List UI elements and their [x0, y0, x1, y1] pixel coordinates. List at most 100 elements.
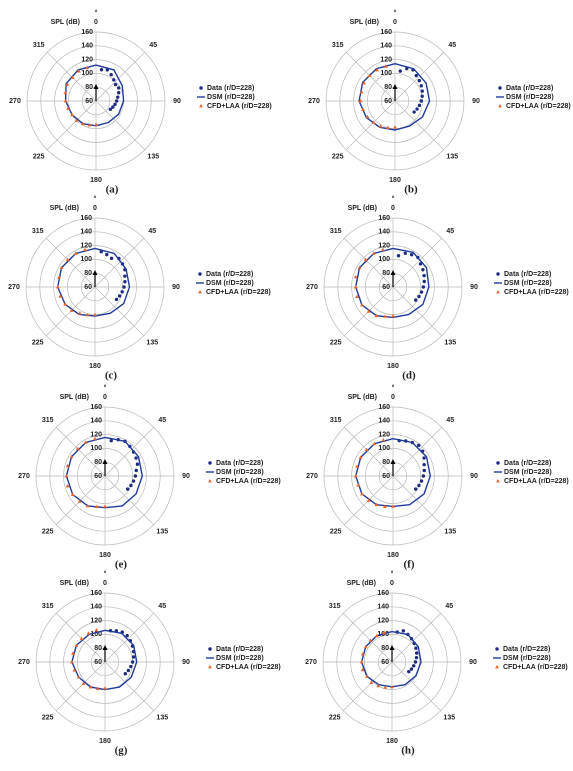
- r-tick-label: 60: [382, 473, 390, 480]
- angle-tick-label: 180: [99, 738, 111, 745]
- data-point: [114, 297, 119, 302]
- cfd-point: [371, 251, 376, 255]
- cfd-point: [359, 90, 364, 94]
- ring: [39, 231, 151, 343]
- angle-tick-label: 45: [448, 42, 456, 49]
- ring: [35, 406, 175, 546]
- panel-label: (a): [106, 184, 119, 196]
- data-point: [403, 251, 407, 255]
- cfd-point: [360, 667, 365, 672]
- data-point: [126, 668, 131, 673]
- angle-unit: °: [392, 384, 395, 392]
- spoke: [343, 426, 394, 477]
- legend-swatch: [498, 86, 502, 90]
- data-point: [414, 646, 418, 650]
- angle-tick-label: 45: [445, 603, 453, 610]
- cfd-point: [70, 112, 74, 117]
- spoke: [392, 286, 443, 337]
- angle-tick-label: 0: [93, 205, 97, 212]
- r-tick-label: 160: [81, 29, 93, 36]
- ring: [49, 420, 161, 532]
- data-point: [418, 262, 423, 266]
- ring: [364, 634, 420, 690]
- angle-tick-label: 225: [332, 154, 344, 161]
- data-point: [417, 443, 421, 448]
- data-point: [111, 105, 115, 109]
- r-tick-label: 100: [380, 70, 392, 77]
- cfd-point: [57, 275, 61, 279]
- legend-label: CFD+LAA (r/D=228): [216, 478, 281, 485]
- cfd-point: [77, 499, 82, 503]
- spoke: [95, 100, 146, 151]
- angle-tick-label: 315: [42, 603, 54, 610]
- data-point: [401, 629, 406, 633]
- r-tick-label: 160: [380, 29, 392, 36]
- ring: [25, 217, 165, 357]
- data-point: [123, 274, 127, 278]
- cfd-point: [73, 251, 78, 255]
- r-tick-label: 140: [81, 43, 93, 50]
- cfd-point: [65, 484, 70, 488]
- cfd-point: [85, 65, 89, 70]
- r-tick-label: 100: [378, 445, 390, 452]
- data-point: [417, 294, 421, 299]
- spoke: [391, 612, 442, 663]
- spoke: [394, 100, 445, 151]
- data-point: [420, 89, 424, 93]
- angle-tick-label: 0: [94, 19, 98, 26]
- cfd-point: [374, 313, 379, 318]
- angle-tick-label: 270: [305, 659, 317, 666]
- ring: [337, 231, 449, 343]
- angle-tick-label: 135: [443, 715, 455, 722]
- r-tick-label: 120: [81, 56, 93, 63]
- angle-tick-label: 90: [182, 473, 190, 480]
- angle-tick-label: 270: [18, 659, 30, 666]
- spoke: [55, 661, 106, 712]
- angle-unit: °: [104, 570, 107, 578]
- cfd-point: [69, 454, 74, 459]
- cfd-point: [366, 309, 371, 313]
- cfd-point: [83, 247, 87, 252]
- data-point: [422, 468, 426, 473]
- cfd-point: [103, 686, 107, 690]
- spoke: [104, 661, 155, 712]
- cfd-point: [381, 247, 385, 252]
- data-point: [409, 253, 414, 257]
- r-axis-label: SPL (dB): [348, 205, 377, 212]
- legend-label: Data (r/D=228): [503, 646, 550, 653]
- panel-label: (h): [401, 745, 415, 757]
- angle-tick-label: 135: [156, 529, 168, 536]
- legend-label: CFD+LAA (r/D=228): [504, 289, 569, 296]
- r-tick-label: 120: [378, 242, 390, 249]
- data-point: [422, 462, 426, 467]
- spoke: [55, 426, 106, 477]
- r-axis-label: SPL (dB): [350, 19, 379, 26]
- r-tick-label: 80: [85, 84, 93, 91]
- angle-tick-label: 225: [33, 154, 45, 161]
- data-point: [130, 660, 135, 664]
- angle-tick-label: 180: [386, 738, 398, 745]
- angle-tick-label: 135: [446, 154, 458, 161]
- r-tick-label: 140: [378, 418, 390, 425]
- cfd-point: [74, 118, 79, 122]
- cfd-point: [393, 125, 397, 129]
- r-tick-label: 160: [90, 590, 102, 597]
- r-axis-label: SPL (dB): [347, 580, 376, 587]
- cfd-point: [382, 504, 387, 509]
- angle-tick-label: 90: [182, 659, 190, 666]
- r-tick-label: 120: [80, 242, 92, 249]
- cfd-point: [368, 638, 373, 642]
- data-point: [421, 285, 426, 289]
- r-tick-label: 60: [384, 98, 392, 105]
- data-point: [105, 252, 109, 257]
- data-point: [125, 633, 129, 638]
- cfd-point: [66, 106, 70, 110]
- ring: [337, 420, 449, 532]
- r-tick-label: 80: [84, 270, 92, 277]
- data-point: [108, 107, 113, 111]
- r-tick-label: 120: [380, 56, 392, 63]
- panel-label: (f): [404, 559, 415, 571]
- cfd-point: [374, 633, 379, 638]
- data-point: [131, 655, 136, 659]
- cfd-point: [366, 498, 371, 502]
